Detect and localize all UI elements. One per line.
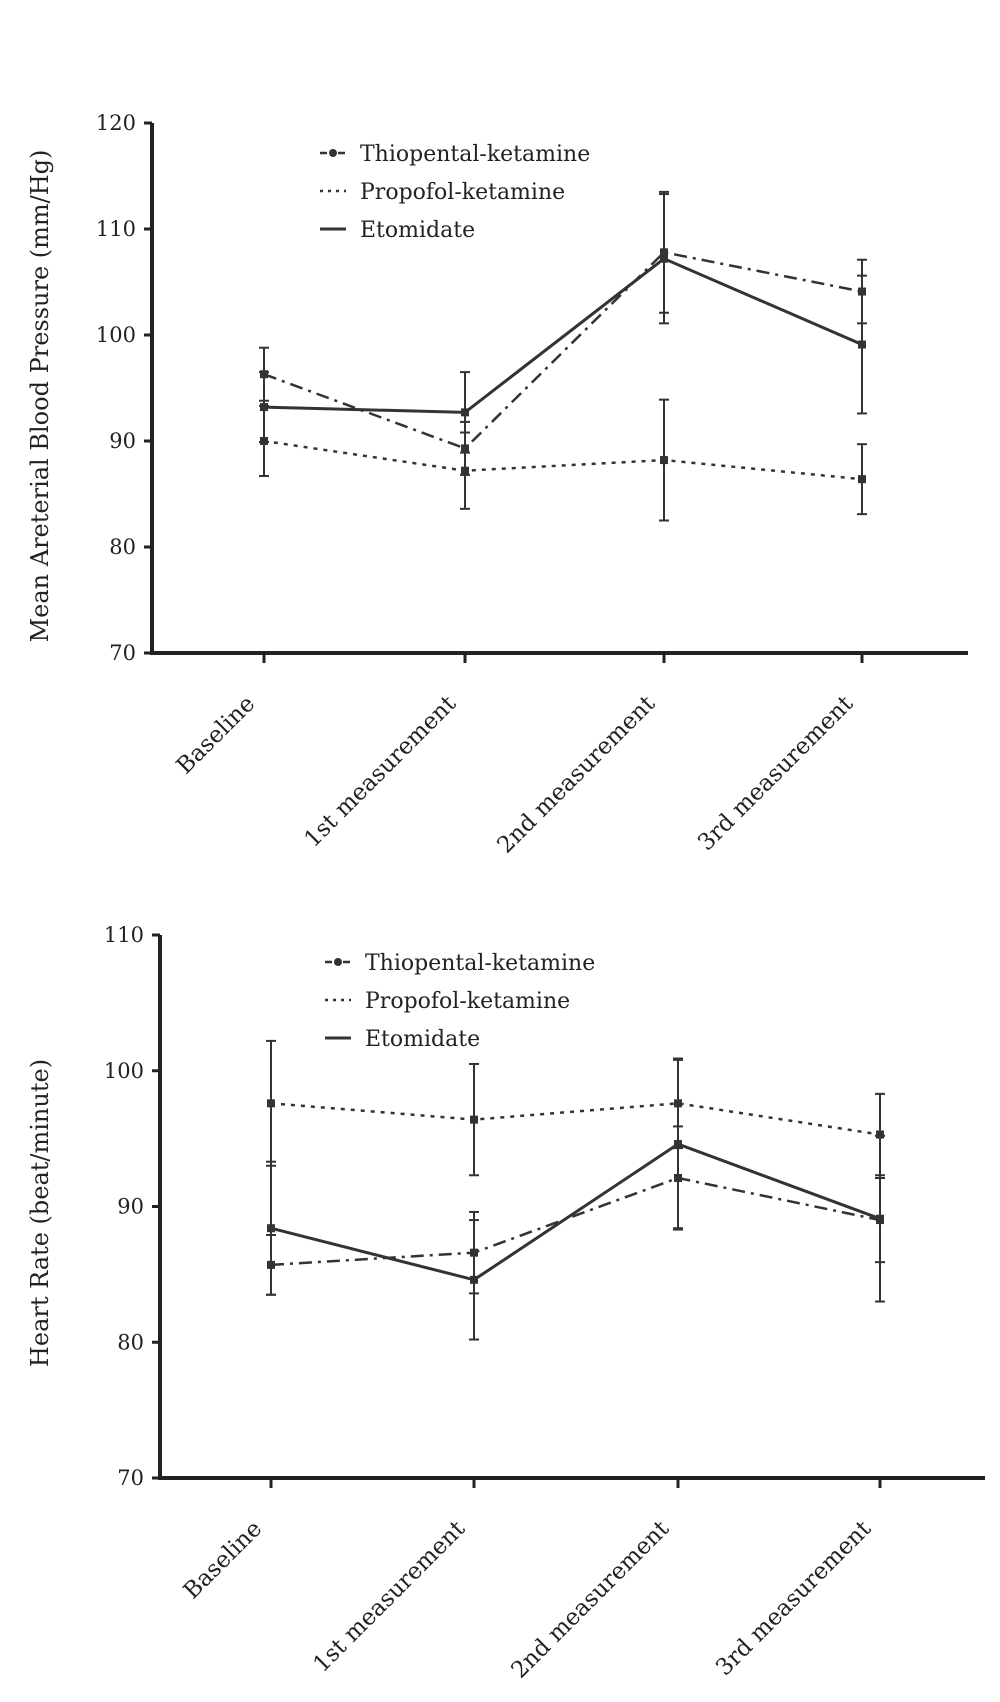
series-line [270, 1176, 881, 1267]
data-point [858, 475, 866, 484]
x-tick-label: 1st measurement [299, 690, 461, 852]
data-point [470, 1115, 478, 1124]
y-tick-label: 70 [117, 1466, 144, 1490]
y-tick-label: 110 [104, 923, 144, 947]
y-tick-label: 100 [104, 1059, 144, 1083]
y-tick-label: 110 [96, 217, 136, 241]
y-tick-label: 90 [109, 429, 136, 453]
series-solid [259, 193, 867, 454]
data-point [461, 408, 469, 417]
y-axis-title: Mean Areterial Blood Pressure (mm/Hg) [26, 150, 54, 643]
data-point [660, 254, 668, 263]
data-point [267, 1224, 275, 1233]
x-tick-label: 1st measurement [308, 1515, 470, 1677]
y-tick-label: 80 [117, 1330, 144, 1354]
series-line [270, 1102, 881, 1136]
data-point [267, 1099, 275, 1108]
legend-marker [334, 958, 342, 966]
legend-label: Etomidate [365, 1027, 480, 1052]
x-tick-label: Baseline [179, 1516, 268, 1605]
y-tick-label: 90 [117, 1195, 144, 1219]
y-tick-label: 100 [96, 323, 136, 347]
series-line [270, 1142, 881, 1282]
x-tick-label: 2nd measurement [506, 1515, 674, 1683]
y-tick-label: 70 [109, 641, 136, 665]
x-tick-label: Baseline [172, 691, 261, 780]
legend-label: Etomidate [360, 218, 475, 243]
data-point [660, 456, 668, 465]
series-line [263, 250, 863, 450]
data-point [674, 1140, 682, 1149]
series-solid [266, 1058, 885, 1341]
legend-marker [329, 149, 337, 157]
data-point [470, 1275, 478, 1284]
x-tick-label: 3rd measurement [693, 690, 859, 856]
data-point [260, 403, 268, 412]
data-point [461, 466, 469, 475]
series-dotted [266, 1039, 885, 1177]
legend-label: Thiopental-ketamine [360, 142, 590, 167]
data-point [858, 340, 866, 349]
x-tick-label: 3rd measurement [711, 1515, 877, 1681]
data-point [876, 1130, 884, 1139]
series-dashdot [259, 190, 867, 476]
legend-label: Thiopental-ketamine [365, 951, 595, 976]
chart-panel-1: 70 80 90 100 110 120 Baseline 1st measurement 2n… [26, 111, 968, 859]
series-dotted [259, 398, 867, 522]
x-tick-label: 2nd measurement [492, 690, 660, 858]
legend-label: Propofol-ketamine [360, 180, 565, 205]
data-point [876, 1214, 884, 1223]
series-line [263, 439, 863, 481]
y-tick-label: 120 [96, 111, 136, 135]
y-tick-label: 80 [109, 535, 136, 559]
series-line [263, 256, 863, 414]
chart-panel-2: 70 80 90 100 110 Baseline 1st measurement 2nd m… [26, 923, 985, 1684]
legend-label: Propofol-ketamine [365, 989, 570, 1014]
y-axis-title: Heart Rate (beat/minute) [26, 1059, 54, 1367]
